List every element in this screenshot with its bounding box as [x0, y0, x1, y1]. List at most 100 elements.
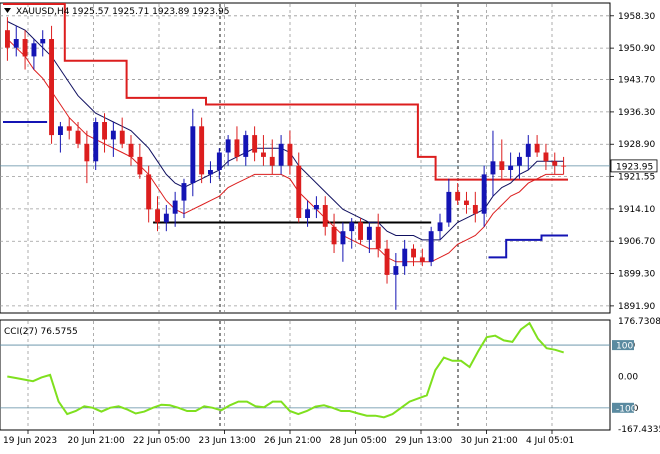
candle-body — [472, 205, 478, 214]
candle-body — [190, 126, 196, 184]
candle — [455, 183, 461, 205]
candle-body — [49, 39, 54, 136]
candle-body — [322, 205, 328, 227]
candle — [472, 191, 478, 223]
candle — [508, 152, 514, 179]
candle-body — [199, 126, 205, 175]
candle-body — [5, 30, 10, 48]
time-tick-label: 29 Jun 13:00 — [395, 436, 452, 446]
candle-body — [384, 248, 390, 275]
candle — [110, 121, 116, 157]
candle — [93, 117, 99, 171]
cci-level-badge — [612, 340, 634, 351]
candle — [252, 126, 258, 162]
candle — [490, 130, 496, 197]
cci-label: CCI(27) 76.5755 — [4, 327, 78, 337]
candle-body — [543, 152, 549, 162]
indicator-panel-frame — [0, 319, 611, 431]
moving-averages-layer — [7, 21, 564, 263]
cci-tick-label: -167.4335 — [618, 425, 660, 435]
candle-body — [393, 266, 399, 275]
candle-body — [31, 43, 37, 57]
candle — [543, 143, 549, 171]
candle-body — [119, 130, 125, 144]
candle — [393, 253, 399, 310]
candle — [5, 17, 10, 61]
candle — [534, 135, 540, 157]
current-price-text: 1923.95 — [616, 162, 653, 172]
candle — [199, 117, 205, 184]
candle — [58, 121, 63, 153]
indicator-levels-layer — [0, 344, 610, 409]
cci-layer — [7, 321, 564, 419]
candle-body — [331, 226, 337, 245]
candle — [75, 121, 81, 149]
price-tick-label: 1906.70 — [618, 237, 655, 247]
candle-body — [22, 39, 28, 57]
resistance-step-line — [3, 3, 568, 181]
candle-body — [552, 161, 558, 166]
candle-body — [508, 165, 514, 170]
candle — [243, 130, 249, 166]
candle-body — [155, 209, 160, 223]
price-tick-label: 1950.90 — [618, 44, 655, 54]
price-tick-label: 1899.30 — [618, 270, 655, 280]
candle-body — [358, 222, 363, 240]
candle-body — [419, 257, 425, 262]
triangle-down-icon[interactable] — [4, 8, 11, 13]
candle-body — [287, 143, 293, 166]
time-tick-label: 28 Jun 05:00 — [330, 436, 387, 446]
candle — [402, 239, 408, 275]
candle — [234, 126, 240, 162]
ohlc-values: 1925.57 1925.71 1923.89 1923.95 — [72, 7, 229, 17]
candle-body — [261, 152, 266, 157]
candle — [481, 165, 487, 227]
candle-body — [437, 222, 443, 232]
cci-level-badge — [612, 402, 634, 413]
candle — [419, 248, 425, 267]
candle-body — [464, 200, 469, 205]
candle — [517, 152, 522, 179]
candle-body — [411, 248, 416, 258]
candle-body — [40, 39, 46, 44]
candle — [561, 156, 567, 175]
candle — [296, 152, 302, 223]
candle — [287, 130, 293, 175]
candle-body — [446, 191, 452, 223]
support-step-line — [488, 234, 568, 259]
candle — [172, 191, 178, 227]
candle-body — [561, 165, 567, 167]
candle — [349, 218, 355, 249]
candle — [314, 196, 319, 219]
candle — [375, 213, 381, 258]
candle-body — [208, 170, 213, 175]
candle-body — [375, 226, 381, 249]
candle — [128, 135, 134, 166]
time-tick-label: 4 Jul 05:01 — [526, 436, 574, 446]
candle — [102, 113, 107, 153]
candle — [155, 196, 160, 232]
candle — [305, 200, 310, 227]
candle-body — [216, 152, 222, 170]
candle — [66, 117, 72, 140]
price-tick-label: 1914.10 — [618, 205, 655, 215]
candle-body — [234, 139, 240, 157]
candle-body — [110, 130, 116, 140]
candle-body — [84, 143, 90, 162]
candle — [216, 148, 222, 179]
candle-body — [455, 191, 461, 201]
candle-body — [296, 165, 302, 218]
candle — [464, 191, 469, 214]
candle — [366, 222, 372, 254]
candle-body — [340, 231, 346, 245]
candle-body — [349, 222, 355, 232]
candle-body — [305, 209, 310, 218]
ma-slow-line — [7, 38, 564, 263]
candle — [446, 178, 452, 227]
symbol-title: XAUUSD,H4 — [16, 7, 70, 17]
candle-body — [252, 135, 258, 153]
candle-body — [102, 122, 107, 140]
candle — [525, 135, 531, 171]
